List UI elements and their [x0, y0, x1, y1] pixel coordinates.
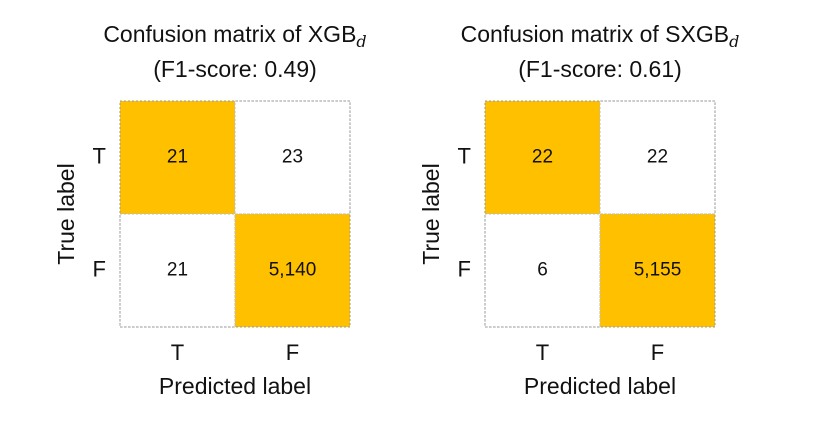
cell-label: 21: [167, 260, 188, 281]
cell-label: 22: [647, 147, 668, 168]
y-tick-label: T: [458, 143, 471, 168]
cell-label: 5,155: [634, 260, 682, 281]
y-axis-label: True label: [53, 163, 79, 264]
x-axis-label: Predicted label: [524, 373, 676, 399]
y-axis-label: True label: [418, 163, 444, 264]
x-tick-label: T: [171, 340, 184, 365]
cell-label: 21: [167, 147, 188, 168]
cell-label: 5,140: [269, 260, 317, 281]
chart-title: Confusion matrix of XGBd: [103, 21, 366, 50]
cell-label: 23: [282, 147, 303, 168]
matrix-cell: [599, 213, 716, 328]
x-tick-label: T: [536, 340, 549, 365]
chart-subtitle: (F1-score: 0.61): [518, 56, 682, 82]
y-tick-label: T: [93, 143, 106, 168]
y-tick-label: F: [93, 256, 106, 281]
chart-subtitle: (F1-score: 0.49): [153, 56, 317, 82]
x-axis-label: Predicted label: [159, 373, 311, 399]
cell-label: 6: [537, 260, 548, 281]
x-tick-label: F: [651, 340, 664, 365]
y-tick-label: F: [458, 256, 471, 281]
title-subscript: d: [729, 32, 739, 51]
matrix-cell: [234, 213, 351, 328]
title-text: Confusion matrix of XGB: [103, 21, 356, 47]
matrix-cell: [484, 213, 601, 328]
title-subscript: d: [356, 32, 366, 51]
chart-title: Confusion matrix of SXGBd: [461, 21, 740, 50]
title-text: Confusion matrix of SXGB: [461, 21, 729, 47]
x-tick-label: F: [286, 340, 299, 365]
cell-label: 22: [532, 147, 553, 168]
matrix-cell: [119, 213, 236, 328]
matrix-cell: [234, 100, 351, 215]
matrix-cell: [119, 100, 236, 215]
